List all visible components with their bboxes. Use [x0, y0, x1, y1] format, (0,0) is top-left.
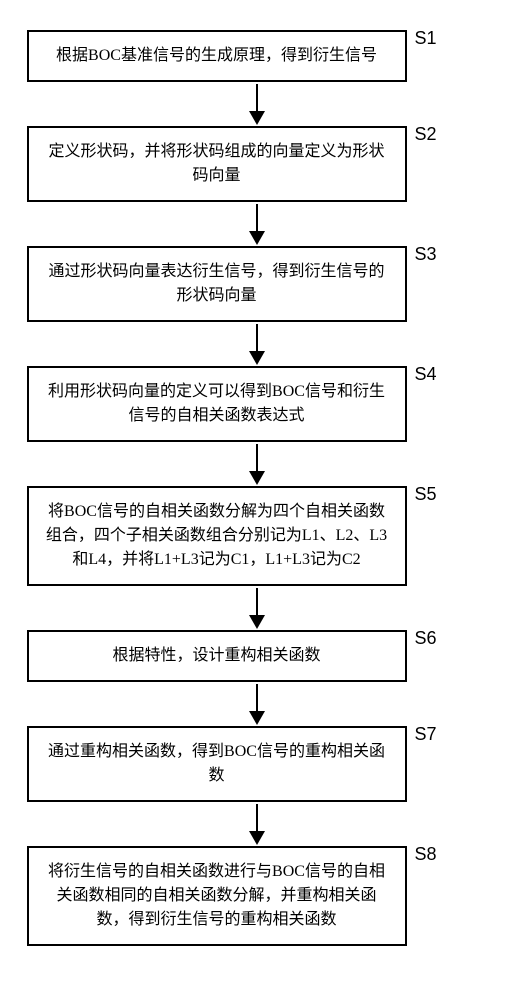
- step-label: S8: [415, 844, 437, 865]
- flow-box: 通过形状码向量表达衍生信号，得到衍生信号的形状码向量: [27, 246, 407, 322]
- flow-step: 根据特性，设计重构相关函数 S6: [27, 630, 487, 682]
- flow-box: 通过重构相关函数，得到BOC信号的重构相关函数: [27, 726, 407, 802]
- flowchart-container: 根据BOC基准信号的生成原理，得到衍生信号 S1 定义形状码，并将形状码组成的向…: [27, 30, 487, 946]
- step-label: S2: [415, 124, 437, 145]
- flow-box: 定义形状码，并将形状码组成的向量定义为形状码向量: [27, 126, 407, 202]
- box-text: 根据BOC基准信号的生成原理，得到衍生信号: [56, 47, 377, 64]
- flow-step: 利用形状码向量的定义可以得到BOC信号和衍生信号的自相关函数表达式 S4: [27, 366, 487, 442]
- step-label: S6: [415, 628, 437, 649]
- flow-step: 通过重构相关函数，得到BOC信号的重构相关函数 S7: [27, 726, 487, 802]
- flow-step: 通过形状码向量表达衍生信号，得到衍生信号的形状码向量 S3: [27, 246, 487, 322]
- flow-step: 将BOC信号的自相关函数分解为四个自相关函数组合，四个子相关函数组合分别记为L1…: [27, 486, 487, 586]
- box-text: 通过重构相关函数，得到BOC信号的重构相关函数: [48, 743, 385, 784]
- arrow-icon: [249, 442, 265, 486]
- step-label: S5: [415, 484, 437, 505]
- step-label: S1: [415, 28, 437, 49]
- box-text: 根据特性，设计重构相关函数: [112, 647, 320, 664]
- box-text: 将BOC信号的自相关函数分解为四个自相关函数组合，四个子相关函数组合分别记为L1…: [46, 503, 387, 568]
- flow-box: 根据特性，设计重构相关函数: [27, 630, 407, 682]
- box-text: 利用形状码向量的定义可以得到BOC信号和衍生信号的自相关函数表达式: [48, 383, 385, 424]
- arrow-icon: [249, 586, 265, 630]
- box-text: 定义形状码，并将形状码组成的向量定义为形状码向量: [48, 143, 384, 184]
- flow-step: 将衍生信号的自相关函数进行与BOC信号的自相关函数相同的自相关函数分解，并重构相…: [27, 846, 487, 946]
- arrow-icon: [249, 802, 265, 846]
- flow-box: 将衍生信号的自相关函数进行与BOC信号的自相关函数相同的自相关函数分解，并重构相…: [27, 846, 407, 946]
- flow-box: 根据BOC基准信号的生成原理，得到衍生信号: [27, 30, 407, 82]
- flow-step: 定义形状码，并将形状码组成的向量定义为形状码向量 S2: [27, 126, 487, 202]
- step-label: S7: [415, 724, 437, 745]
- arrow-icon: [249, 322, 265, 366]
- box-text: 将衍生信号的自相关函数进行与BOC信号的自相关函数相同的自相关函数分解，并重构相…: [48, 863, 385, 928]
- arrow-icon: [249, 682, 265, 726]
- step-label: S4: [415, 364, 437, 385]
- box-text: 通过形状码向量表达衍生信号，得到衍生信号的形状码向量: [48, 263, 384, 304]
- step-label: S3: [415, 244, 437, 265]
- flow-box: 利用形状码向量的定义可以得到BOC信号和衍生信号的自相关函数表达式: [27, 366, 407, 442]
- flow-step: 根据BOC基准信号的生成原理，得到衍生信号 S1: [27, 30, 487, 82]
- arrow-icon: [249, 82, 265, 126]
- flow-box: 将BOC信号的自相关函数分解为四个自相关函数组合，四个子相关函数组合分别记为L1…: [27, 486, 407, 586]
- arrow-icon: [249, 202, 265, 246]
